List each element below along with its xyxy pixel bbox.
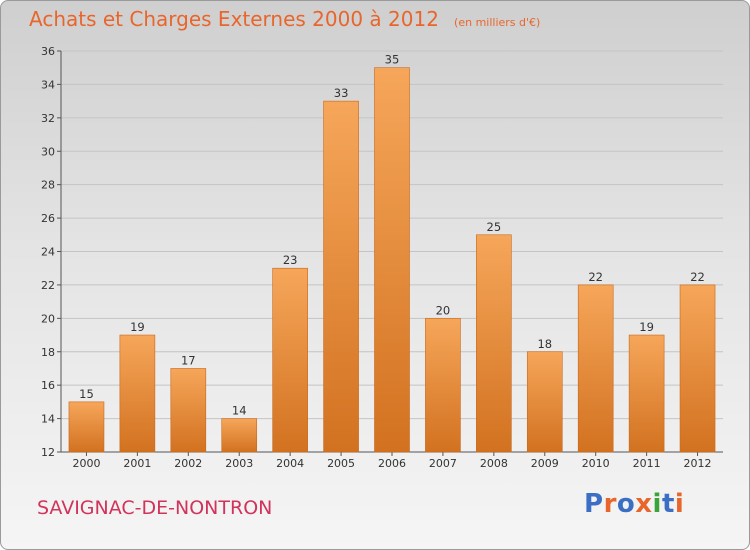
data-label-2004: 23 <box>283 253 298 267</box>
data-label-2002: 17 <box>181 353 196 367</box>
data-label-2008: 25 <box>487 220 502 234</box>
x-tick-label: 2004 <box>276 457 304 470</box>
data-label-2001: 19 <box>130 320 145 334</box>
logo-letter: i <box>652 489 662 519</box>
x-tick-label: 2000 <box>72 457 100 470</box>
logo-letter: o <box>616 489 636 519</box>
y-tick-label: 12 <box>41 446 55 459</box>
data-label-2009: 18 <box>537 337 552 351</box>
logo-letter: i <box>674 489 685 519</box>
bar-2005 <box>323 100 359 453</box>
y-tick-label: 18 <box>41 346 55 359</box>
y-tick-label: 32 <box>41 112 55 125</box>
y-tick-label: 20 <box>41 312 55 325</box>
labels: 12 14 16 18 20 22 24 26 28 30 32 34 36 2000 15 2001 19 20… <box>41 45 712 470</box>
data-label-2006: 35 <box>385 53 400 67</box>
logo-letter: x <box>635 489 653 519</box>
chart-title-text: Achats et Charges Externes 2000 à 2012 <box>29 7 439 31</box>
bar-2001 <box>119 334 156 453</box>
x-tick-label: 2001 <box>123 457 151 470</box>
y-tick-label: 26 <box>41 212 55 225</box>
bar-2000 <box>68 401 105 453</box>
logo-letter: P <box>584 489 604 519</box>
y-tick-label: 36 <box>41 45 55 58</box>
x-tick-label: 2011 <box>633 457 661 470</box>
y-tick-label: 30 <box>41 145 55 158</box>
x-tick-label: 2006 <box>378 457 406 470</box>
bar-2008 <box>476 234 512 453</box>
x-tick-label: 2008 <box>480 457 508 470</box>
data-label-2010: 22 <box>588 270 603 284</box>
x-tick-label: 2002 <box>174 457 202 470</box>
y-tick-label: 24 <box>41 246 55 259</box>
bar-2009 <box>526 351 563 453</box>
commune-name: SAVIGNAC-DE-NONTRON <box>37 497 273 519</box>
logo-letter: r <box>603 489 617 519</box>
bar-2006 <box>374 67 410 453</box>
y-tick-label: 16 <box>41 379 55 392</box>
data-label-2012: 22 <box>690 270 705 284</box>
y-tick-label: 34 <box>41 78 55 91</box>
data-label-2007: 20 <box>436 303 451 317</box>
y-tick-label: 14 <box>41 413 55 426</box>
chart-title: Achats et Charges Externes 2000 à 2012 (… <box>29 7 540 31</box>
x-tick-label: 2009 <box>531 457 559 470</box>
x-tick-label: 2010 <box>582 457 610 470</box>
bar-2004 <box>272 267 308 453</box>
chart-unit-subtitle: (en milliers d'€) <box>454 16 541 29</box>
data-label-2005: 33 <box>334 86 349 100</box>
x-tick-label: 2007 <box>429 457 457 470</box>
y-tick-label: 22 <box>41 279 55 292</box>
bar-2011 <box>628 334 665 453</box>
data-label-2000: 15 <box>79 387 94 401</box>
y-tick-label: 28 <box>41 179 55 192</box>
bars <box>68 67 716 453</box>
logo-letter: t <box>661 489 675 519</box>
bar-2003 <box>221 418 258 453</box>
bar-2010 <box>577 284 614 453</box>
proxiti-logo: Proxiti <box>584 489 684 519</box>
x-tick-label: 2005 <box>327 457 355 470</box>
data-label-2011: 19 <box>639 320 654 334</box>
bar-2012 <box>679 284 716 453</box>
x-tick-label: 2003 <box>225 457 253 470</box>
data-label-2003: 14 <box>232 404 247 418</box>
x-tick-label: 2012 <box>684 457 712 470</box>
bar-2002 <box>170 368 207 453</box>
bar-2007 <box>425 318 461 453</box>
